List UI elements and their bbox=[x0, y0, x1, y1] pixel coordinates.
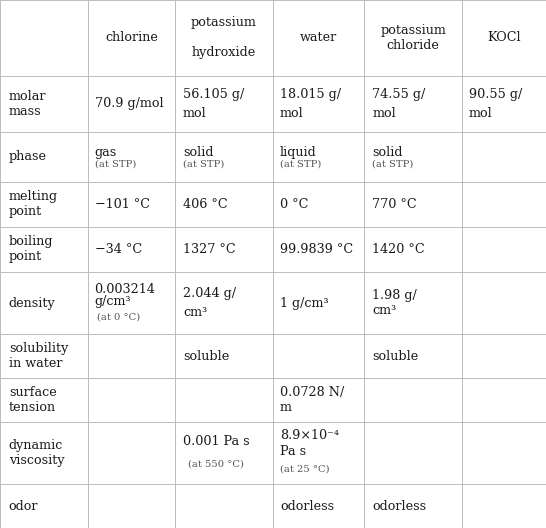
Text: solid: solid bbox=[372, 146, 403, 159]
Text: mol: mol bbox=[468, 107, 492, 120]
Text: 406 °C: 406 °C bbox=[183, 198, 228, 211]
Text: mol: mol bbox=[372, 107, 396, 120]
Text: (at 25 °C): (at 25 °C) bbox=[280, 465, 330, 474]
Text: molar
mass: molar mass bbox=[9, 90, 46, 118]
Text: 1.98 g/
cm³: 1.98 g/ cm³ bbox=[372, 289, 417, 317]
Text: 2.044 g/: 2.044 g/ bbox=[183, 287, 236, 300]
Text: (at STP): (at STP) bbox=[372, 159, 413, 168]
Text: −34 °C: −34 °C bbox=[94, 243, 141, 256]
Text: phase: phase bbox=[9, 150, 47, 164]
Text: 70.9 g/mol: 70.9 g/mol bbox=[94, 97, 163, 110]
Text: 8.9×10⁻⁴: 8.9×10⁻⁴ bbox=[280, 429, 339, 442]
Text: 1420 °C: 1420 °C bbox=[372, 243, 425, 256]
Text: density: density bbox=[9, 297, 56, 309]
Text: (at STP): (at STP) bbox=[94, 159, 136, 168]
Text: (at STP): (at STP) bbox=[183, 159, 224, 168]
Text: potassium
chloride: potassium chloride bbox=[380, 24, 446, 52]
Text: −101 °C: −101 °C bbox=[94, 198, 150, 211]
Text: (at 550 °C): (at 550 °C) bbox=[188, 460, 244, 469]
Text: potassium

hydroxide: potassium hydroxide bbox=[191, 16, 257, 59]
Text: mol: mol bbox=[183, 107, 206, 120]
Text: dynamic
viscosity: dynamic viscosity bbox=[9, 439, 64, 467]
Text: chlorine: chlorine bbox=[105, 31, 158, 44]
Text: surface
tension: surface tension bbox=[9, 386, 56, 414]
Text: 0 °C: 0 °C bbox=[280, 198, 308, 211]
Text: mol: mol bbox=[280, 107, 304, 120]
Text: boiling
point: boiling point bbox=[9, 235, 54, 263]
Text: melting
point: melting point bbox=[9, 191, 58, 219]
Text: (at STP): (at STP) bbox=[280, 159, 322, 168]
Text: solid: solid bbox=[183, 146, 213, 159]
Text: 0.0728 N/: 0.0728 N/ bbox=[280, 386, 345, 399]
Text: m: m bbox=[280, 401, 292, 413]
Text: liquid: liquid bbox=[280, 146, 317, 159]
Text: 56.105 g/: 56.105 g/ bbox=[183, 88, 244, 101]
Text: 0.001 Pa s: 0.001 Pa s bbox=[183, 435, 250, 448]
Text: odorless: odorless bbox=[372, 499, 426, 513]
Text: 0.003214: 0.003214 bbox=[94, 283, 156, 296]
Text: water: water bbox=[300, 31, 337, 44]
Text: cm³: cm³ bbox=[183, 306, 207, 319]
Text: 770 °C: 770 °C bbox=[372, 198, 417, 211]
Text: 74.55 g/: 74.55 g/ bbox=[372, 88, 425, 101]
Text: 18.015 g/: 18.015 g/ bbox=[280, 88, 341, 101]
Text: soluble: soluble bbox=[183, 350, 229, 363]
Text: solubility
in water: solubility in water bbox=[9, 342, 68, 370]
Text: Pa s: Pa s bbox=[280, 445, 306, 458]
Text: 99.9839 °C: 99.9839 °C bbox=[280, 243, 353, 256]
Text: (at 0 °C): (at 0 °C) bbox=[97, 313, 140, 322]
Text: 1 g/cm³: 1 g/cm³ bbox=[280, 297, 329, 309]
Text: 90.55 g/: 90.55 g/ bbox=[468, 88, 522, 101]
Text: odor: odor bbox=[9, 499, 38, 513]
Text: 1327 °C: 1327 °C bbox=[183, 243, 235, 256]
Text: gas: gas bbox=[94, 146, 117, 159]
Text: soluble: soluble bbox=[372, 350, 418, 363]
Text: g/cm³: g/cm³ bbox=[94, 295, 131, 308]
Text: odorless: odorless bbox=[280, 499, 334, 513]
Text: KOCl: KOCl bbox=[487, 31, 521, 44]
